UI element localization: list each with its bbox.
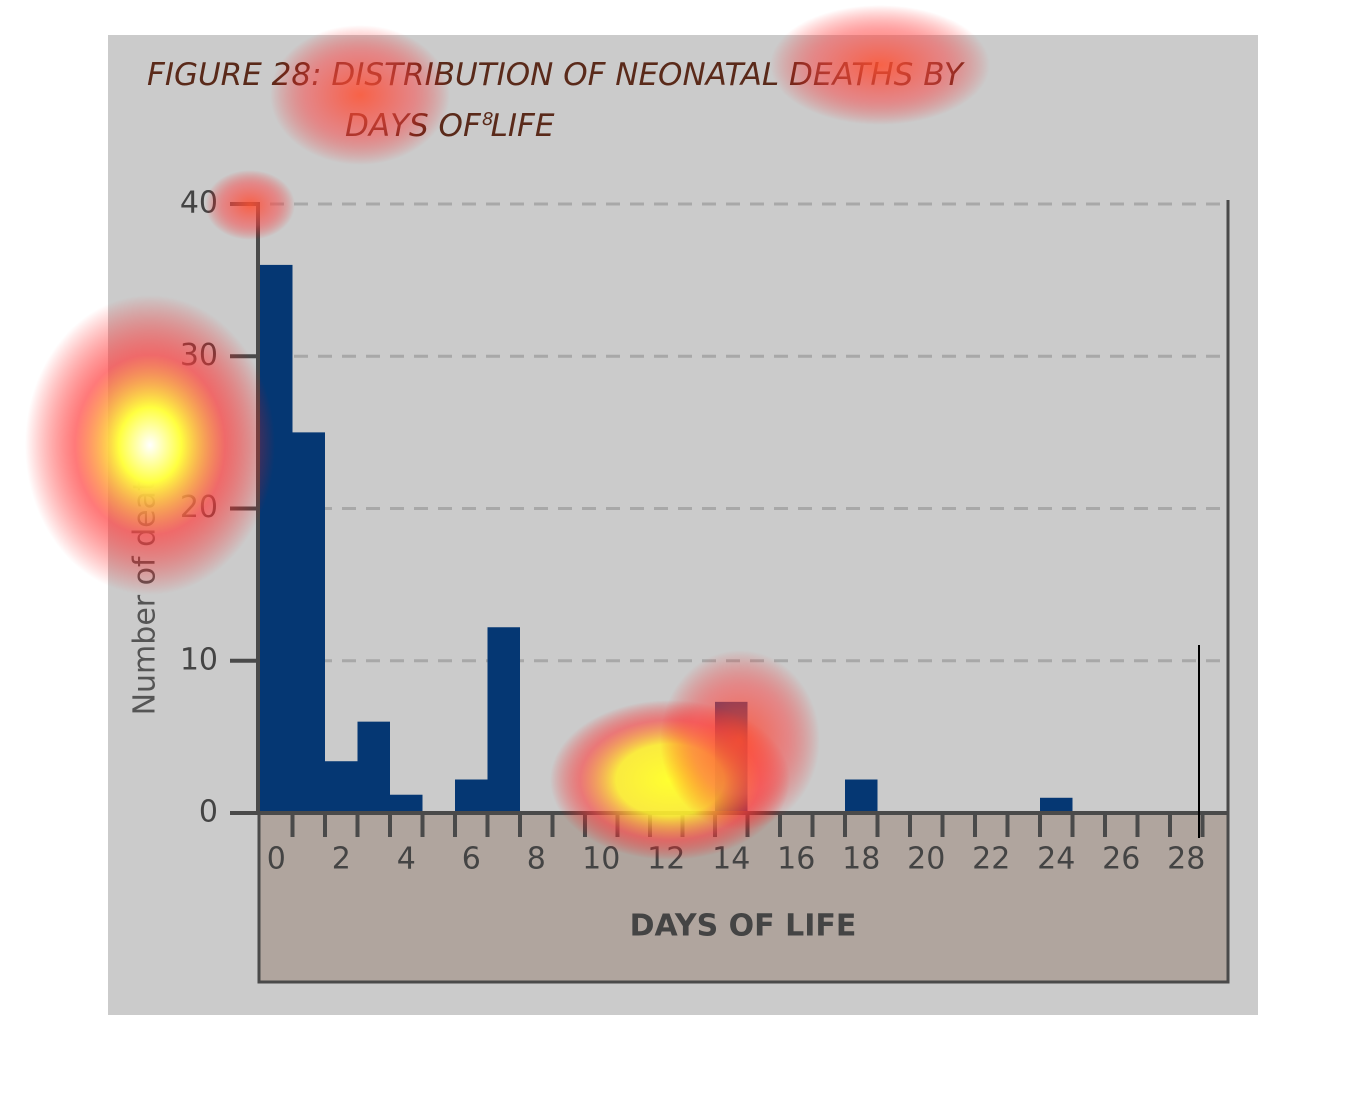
heat-spot [660,650,820,830]
bar [325,761,358,813]
bar [487,627,520,813]
bar [455,779,488,813]
x-tick-label: 8 [527,842,546,877]
x-tick-label: 4 [397,842,416,877]
bar [845,779,878,813]
bar [357,721,390,813]
heat-spot [770,5,990,125]
x-tick-label: 18 [842,842,880,877]
heat-spot [25,295,275,595]
bar [260,264,293,813]
x-tick-label: 22 [972,842,1010,877]
heat-spot [270,25,450,165]
x-tick-label: 16 [777,842,815,877]
x-tick-label: 2 [332,842,351,877]
x-tick-label: 26 [1102,842,1140,877]
x-tick-label: 24 [1037,842,1075,877]
bar [1040,797,1073,813]
x-tick-label: 28 [1167,842,1205,877]
heat-spot [205,170,295,240]
x-axis-label: DAYS OF LIFE [630,909,857,944]
y-tick-label: 10 [180,642,218,677]
x-tick-label: 0 [267,842,286,877]
x-tick-label: 20 [907,842,945,877]
title-note: 8 [482,109,493,130]
x-tick-label: 6 [462,842,481,877]
heatmap [25,5,990,860]
y-tick-label: 0 [199,795,218,830]
bar [390,794,423,813]
bar [292,432,325,813]
